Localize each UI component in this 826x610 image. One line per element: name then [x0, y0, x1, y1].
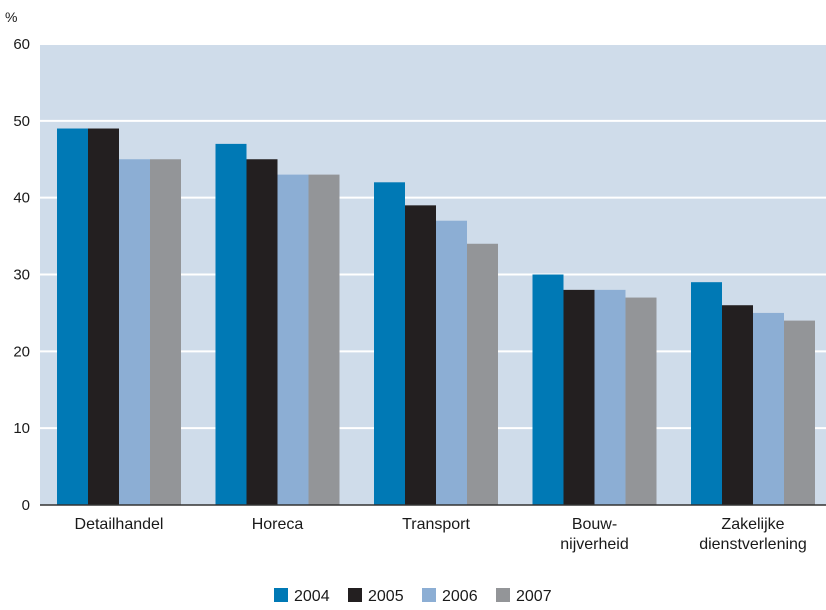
legend-label: 2006	[442, 588, 478, 605]
bar-2007-1	[308, 174, 340, 505]
y-tick-label: 30	[13, 267, 30, 284]
bar-2007-0	[150, 159, 181, 505]
bar-2007-2	[467, 243, 498, 505]
x-category-label: Zakelijke dienstverlening	[699, 516, 807, 553]
bar-2006-4	[753, 312, 784, 505]
bar-2007-3	[625, 297, 657, 505]
y-tick-label: 10	[13, 420, 30, 437]
legend-item-2006: 2006	[422, 588, 478, 605]
y-axis-ticks: 0 10 20 30 40 50 60	[13, 36, 30, 514]
bar-2006-0	[119, 159, 150, 505]
bar-2005-3	[563, 289, 595, 505]
bar-2004-2	[374, 182, 405, 506]
bar-2005-0	[88, 128, 119, 505]
legend-swatch	[422, 588, 436, 602]
x-category-label: Detailhandel	[75, 516, 164, 533]
bar-2004-0	[57, 128, 88, 505]
y-tick-label: 20	[13, 343, 30, 360]
legend-swatch	[274, 588, 288, 602]
bar-2006-2	[436, 220, 467, 505]
x-category-label: Bouw-nijverheid	[560, 516, 628, 553]
legend-label: 2007	[516, 588, 552, 605]
legend-swatch	[348, 588, 362, 602]
bar-2006-3	[594, 289, 626, 505]
y-axis-unit-label: %	[5, 9, 17, 25]
y-tick-label: 0	[22, 497, 30, 514]
bar-2005-2	[405, 205, 436, 505]
bar-2004-3	[532, 274, 564, 505]
bar-2006-1	[277, 174, 309, 505]
bars	[57, 128, 815, 506]
bar-2004-4	[691, 282, 722, 505]
y-tick-label: 40	[13, 190, 30, 207]
legend-item-2007: 2007	[496, 588, 552, 605]
x-axis-categories: Detailhandel Horeca Transport Bouw-nijverhe…	[75, 516, 807, 553]
legend-item-2004: 2004	[274, 588, 330, 605]
bar-2007-4	[784, 320, 815, 505]
y-tick-label: 50	[13, 113, 30, 130]
bar-2004-1	[215, 143, 247, 505]
legend-item-2005: 2005	[348, 588, 404, 605]
bar-2005-1	[246, 159, 278, 505]
legend-label: 2004	[294, 588, 330, 605]
legend: 2004 2005 2006 2007	[274, 588, 552, 605]
bar-2005-4	[722, 305, 753, 505]
legend-swatch	[496, 588, 510, 602]
x-category-label: Horeca	[252, 516, 304, 533]
x-category-label: Transport	[402, 516, 470, 533]
y-tick-label: 60	[13, 36, 30, 53]
legend-label: 2005	[368, 588, 404, 605]
